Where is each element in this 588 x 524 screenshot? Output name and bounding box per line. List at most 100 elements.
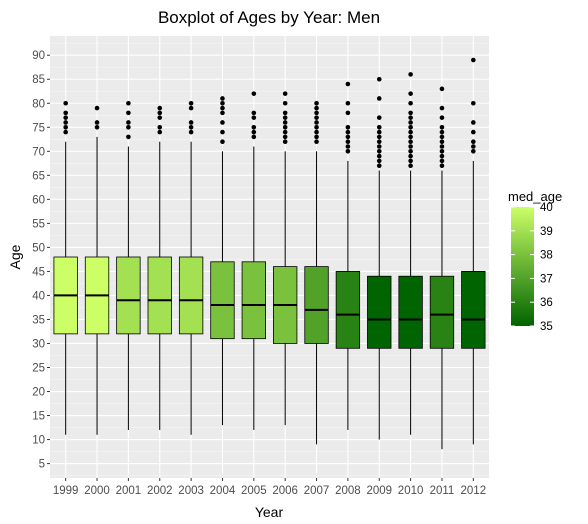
y-tick-label: 60	[32, 194, 45, 206]
outlier-point	[220, 105, 225, 111]
box-1999	[53, 100, 78, 435]
x-tick-label: 2002	[147, 485, 173, 497]
outlier-point	[157, 124, 163, 130]
x-tick-label: 2007	[304, 485, 330, 497]
outlier-point	[282, 100, 288, 106]
outlier-point	[471, 120, 476, 125]
outlier-point	[345, 100, 351, 106]
legend-tick-label: 37	[540, 273, 553, 285]
x-axis-ticks: 1999 2000 2001 2002 2003 2004 2005 2006 2007 2008…	[53, 478, 486, 497]
y-tick-label: 15	[32, 411, 45, 423]
box-iqr	[461, 271, 486, 349]
x-tick-label: 2004	[210, 485, 236, 497]
outlier-point	[220, 100, 225, 106]
y-tick-label: 5	[39, 459, 45, 471]
outlier-point	[314, 110, 319, 116]
outlier-point	[188, 105, 194, 111]
outlier-point	[251, 115, 257, 120]
y-tick-label: 70	[32, 146, 45, 158]
outlier-point	[345, 124, 351, 130]
x-tick-label: 2012	[461, 485, 487, 497]
outlier-point	[345, 149, 351, 154]
outlier-point	[376, 153, 382, 159]
x-tick-label: 2008	[335, 485, 361, 497]
outlier-point	[282, 124, 288, 130]
y-tick-label: 20	[32, 387, 45, 399]
y-tick-label: 10	[32, 435, 45, 447]
outlier-point	[408, 158, 413, 164]
outlier-point	[376, 163, 382, 169]
outlier-point	[439, 149, 445, 154]
outlier-point	[408, 72, 413, 77]
legend-ticks: 40 39 38 37 36 35	[511, 202, 553, 333]
outlier-point	[126, 100, 131, 106]
outlier-point	[471, 144, 476, 149]
outlier-point	[63, 120, 68, 125]
x-tick-label: 2006	[272, 485, 298, 497]
outlier-point	[376, 115, 382, 120]
outlier-point	[439, 86, 445, 92]
outlier-point	[282, 134, 288, 140]
x-tick-label: 2005	[241, 485, 267, 497]
box-2000	[84, 105, 110, 435]
box-iqr	[335, 271, 361, 349]
outlier-point	[126, 110, 131, 116]
y-tick-label: 25	[32, 363, 45, 375]
outlier-point	[157, 115, 163, 120]
outlier-point	[471, 139, 476, 144]
outlier-point	[251, 134, 257, 140]
outlier-point	[439, 124, 445, 130]
outlier-point	[188, 100, 194, 106]
box-2010	[398, 72, 423, 435]
outlier-point	[376, 96, 382, 101]
box-2004	[210, 96, 235, 426]
outlier-point	[314, 105, 319, 111]
outlier-point	[314, 129, 319, 135]
outlier-point	[439, 163, 445, 169]
outlier-point	[314, 124, 319, 130]
outlier-point	[376, 124, 382, 130]
box-iqr	[398, 275, 423, 349]
outlier-point	[408, 149, 413, 154]
outlier-point	[376, 158, 382, 164]
outlier-point	[408, 153, 413, 159]
box-iqr	[429, 275, 455, 349]
outlier-point	[314, 139, 319, 144]
box-2005	[241, 91, 266, 430]
y-tick-label: 80	[32, 98, 45, 110]
outlier-point	[251, 129, 257, 135]
outlier-point	[345, 81, 351, 87]
outlier-point	[188, 129, 194, 135]
outlier-point	[471, 129, 476, 135]
outlier-point	[408, 129, 413, 135]
outlier-point	[345, 139, 351, 144]
chart-title: Boxplot of Ages by Year: Men	[158, 8, 380, 27]
legend-title: med_age	[508, 189, 562, 204]
outlier-point	[282, 139, 288, 144]
y-tick-label: 75	[32, 122, 45, 134]
y-tick-label: 30	[32, 338, 45, 350]
legend-tick-label: 35	[540, 321, 553, 333]
outlier-point	[314, 134, 319, 140]
outlier-point	[220, 129, 225, 135]
legend: med_age 40 39 38 37 36 35	[508, 189, 562, 333]
outlier-point	[408, 91, 413, 96]
outlier-point	[376, 129, 382, 135]
outlier-point	[314, 100, 319, 106]
outlier-point	[126, 134, 131, 140]
y-tick-label: 50	[32, 242, 45, 254]
x-tick-label: 2000	[84, 485, 110, 497]
outlier-point	[157, 105, 163, 111]
outlier-point	[439, 158, 445, 164]
outlier-point	[94, 124, 100, 130]
outlier-point	[251, 91, 257, 96]
outlier-point	[94, 105, 100, 111]
y-tick-label: 65	[32, 170, 45, 182]
box-2009	[367, 76, 392, 440]
outlier-point	[439, 115, 445, 120]
outlier-point	[408, 115, 413, 120]
outlier-point	[63, 100, 68, 106]
x-tick-label: 2010	[398, 485, 424, 497]
outlier-point	[471, 100, 476, 106]
outlier-point	[188, 124, 194, 130]
